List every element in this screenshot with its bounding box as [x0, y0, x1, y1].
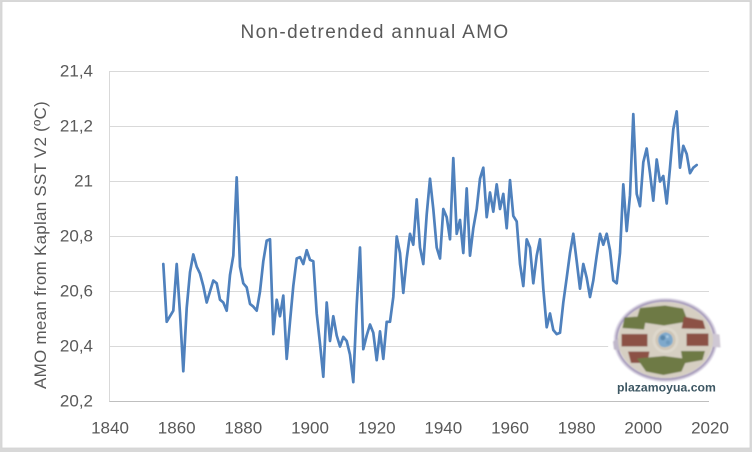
svg-text:1880: 1880 — [224, 418, 262, 437]
svg-text:plazamoyua.com: plazamoyua.com — [617, 381, 716, 395]
svg-text:21,4: 21,4 — [60, 61, 93, 80]
svg-text:1920: 1920 — [358, 418, 396, 437]
svg-text:AMO mean from Kaplan SST V2 (º: AMO mean from Kaplan SST V2 (ºC) — [31, 101, 50, 389]
svg-text:21: 21 — [74, 171, 93, 190]
svg-text:1860: 1860 — [158, 418, 196, 437]
svg-text:20,8: 20,8 — [60, 226, 93, 245]
svg-text:1980: 1980 — [558, 418, 596, 437]
svg-text:2000: 2000 — [624, 418, 662, 437]
svg-text:21,2: 21,2 — [60, 116, 93, 135]
svg-text:20,2: 20,2 — [60, 391, 93, 410]
svg-text:Non-detrended annual AMO: Non-detrended annual AMO — [241, 22, 510, 43]
svg-text:1940: 1940 — [424, 418, 462, 437]
svg-text:1840: 1840 — [91, 418, 129, 437]
svg-text:1960: 1960 — [491, 418, 529, 437]
svg-text:2020: 2020 — [691, 418, 729, 437]
svg-text:20,4: 20,4 — [60, 336, 93, 355]
svg-text:1900: 1900 — [291, 418, 329, 437]
svg-text:20,6: 20,6 — [60, 281, 93, 300]
